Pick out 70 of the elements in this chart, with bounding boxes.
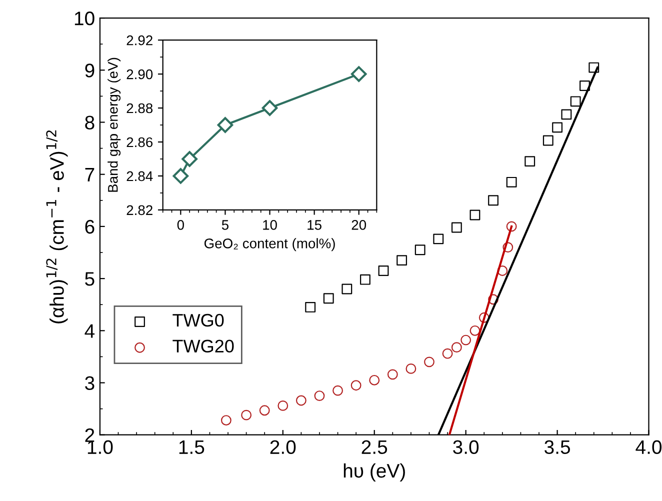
x-tick-label: 1.5 <box>179 440 204 454</box>
point <box>332 385 343 396</box>
x-tick-label: 15 <box>308 220 322 230</box>
point <box>552 122 563 133</box>
y-tick-label: 5 <box>85 272 94 286</box>
x-tick-label: 0 <box>177 220 184 230</box>
y-tick-label: 2.92 <box>126 35 152 46</box>
x-tick-label: 4.0 <box>636 440 662 454</box>
legend-label: TWG0 <box>172 314 224 327</box>
point <box>570 96 581 107</box>
point <box>542 135 554 146</box>
point <box>342 284 352 294</box>
point <box>433 234 444 244</box>
y-axis-title: (αhυ)$^{1/2}$ (cm$^{−1}$ - eV)$^{1/2}$ <box>46 130 68 324</box>
x-axis-title: GeO₂ content (mol%) <box>204 238 335 252</box>
y-tick-label: 10 <box>74 12 94 26</box>
point <box>488 195 498 206</box>
y-tick-label: 2.88 <box>126 103 153 114</box>
point <box>460 334 472 346</box>
point <box>217 117 234 133</box>
y-axis-title: Band gap energy (eV) <box>108 58 121 192</box>
point <box>506 176 517 188</box>
y-tick-label: 2.82 <box>126 205 152 216</box>
point <box>561 109 572 120</box>
point <box>360 274 370 285</box>
point <box>305 302 316 312</box>
x-tick-label: 1.0 <box>88 440 113 454</box>
x-tick-label: 20 <box>352 220 366 230</box>
point <box>296 395 306 406</box>
point <box>220 415 232 426</box>
x-tick-label: 2.5 <box>362 440 388 454</box>
point <box>172 168 189 184</box>
y-tick-label: 7 <box>85 168 94 182</box>
point <box>396 255 408 266</box>
point <box>259 405 270 416</box>
y-tick-label: 4 <box>84 324 95 338</box>
x-tick-label: 3.5 <box>544 440 570 454</box>
y-tick-label: 6 <box>85 220 94 234</box>
point <box>470 325 480 336</box>
y-tick-label: 2.90 <box>126 69 153 80</box>
point <box>387 369 398 380</box>
point <box>323 293 334 304</box>
point <box>442 348 453 359</box>
point <box>350 66 367 82</box>
point <box>406 363 416 374</box>
point <box>369 374 380 386</box>
point <box>524 156 536 167</box>
point <box>451 222 462 233</box>
point <box>350 380 362 391</box>
point <box>262 100 278 116</box>
y-tick-label: 2.84 <box>126 171 153 182</box>
point <box>424 356 434 368</box>
x-tick-label: 3.0 <box>453 440 479 454</box>
point <box>278 400 288 411</box>
y-tick-label: 8 <box>85 116 94 130</box>
y-tick-label: 3 <box>85 376 94 390</box>
x-tick-label: 5 <box>222 220 228 230</box>
x-tick-label: 2.0 <box>270 440 296 454</box>
point <box>182 151 198 167</box>
point <box>470 210 480 220</box>
point <box>241 410 252 420</box>
point <box>451 342 462 353</box>
x-tick-label: 10 <box>263 220 277 230</box>
point <box>414 244 426 256</box>
legend-label: TWG20 <box>172 340 234 353</box>
y-tick-label: 9 <box>85 64 94 78</box>
point <box>378 266 389 276</box>
point <box>314 390 325 402</box>
x-axis-title: hυ (eV) <box>344 463 405 482</box>
y-tick-label: 2.86 <box>126 137 153 148</box>
